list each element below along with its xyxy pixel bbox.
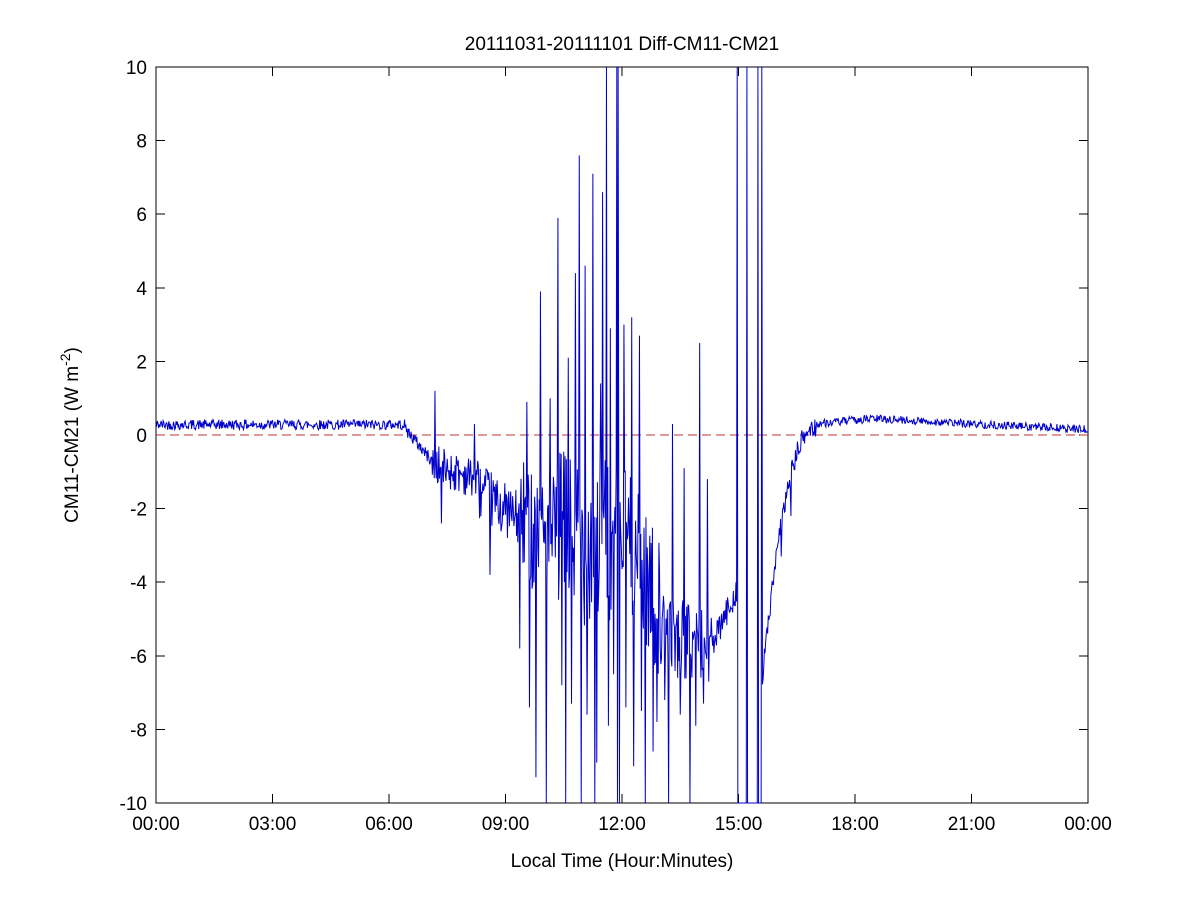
plot-content-layer bbox=[155, 66, 1089, 804]
x-tick-label: 15:00 bbox=[715, 814, 763, 835]
x-tick-label: 03:00 bbox=[249, 814, 297, 835]
y-axis-label-main: CM11-CM21 (W m bbox=[62, 366, 83, 523]
x-tick-label: 09:00 bbox=[482, 814, 530, 835]
y-axis-label: CM11-CM21 (W m-2) bbox=[57, 347, 83, 523]
y-tick-label: 10 bbox=[126, 58, 147, 79]
y-axis-label-close: ) bbox=[62, 347, 83, 353]
y-tick-label: 6 bbox=[136, 205, 147, 226]
y-tick-label: 0 bbox=[136, 426, 147, 447]
x-tick-label: 12:00 bbox=[598, 814, 646, 835]
data-series-line bbox=[155, 66, 1089, 804]
axis-tick-labels-layer: 00:00 03:00 06:00 09:00 12:00 15:00 18:00 21:00… bbox=[120, 58, 1112, 835]
y-axis-label-superscript: -2 bbox=[57, 353, 73, 366]
x-tick-label: 00:00 bbox=[1064, 814, 1112, 835]
y-tick-label: -8 bbox=[130, 720, 147, 741]
y-tick-label: 2 bbox=[136, 352, 147, 373]
x-tick-label: 18:00 bbox=[831, 814, 879, 835]
y-tick-label: -4 bbox=[130, 573, 147, 594]
chart-title: 20111031-20111101 Diff-CM11-CM21 bbox=[465, 34, 779, 55]
x-tick-label: 06:00 bbox=[365, 814, 413, 835]
y-tick-label: 4 bbox=[136, 279, 147, 300]
y-tick-label: -2 bbox=[130, 500, 147, 521]
axis-ticks-layer bbox=[155, 66, 1089, 804]
x-tick-label: 21:00 bbox=[948, 814, 996, 835]
y-tick-label: -10 bbox=[120, 794, 147, 815]
x-axis-label: Local Time (Hour:Minutes) bbox=[511, 851, 734, 872]
y-tick-label: -6 bbox=[130, 647, 147, 668]
x-tick-label: 00:00 bbox=[132, 814, 180, 835]
y-tick-label: 8 bbox=[136, 132, 147, 153]
